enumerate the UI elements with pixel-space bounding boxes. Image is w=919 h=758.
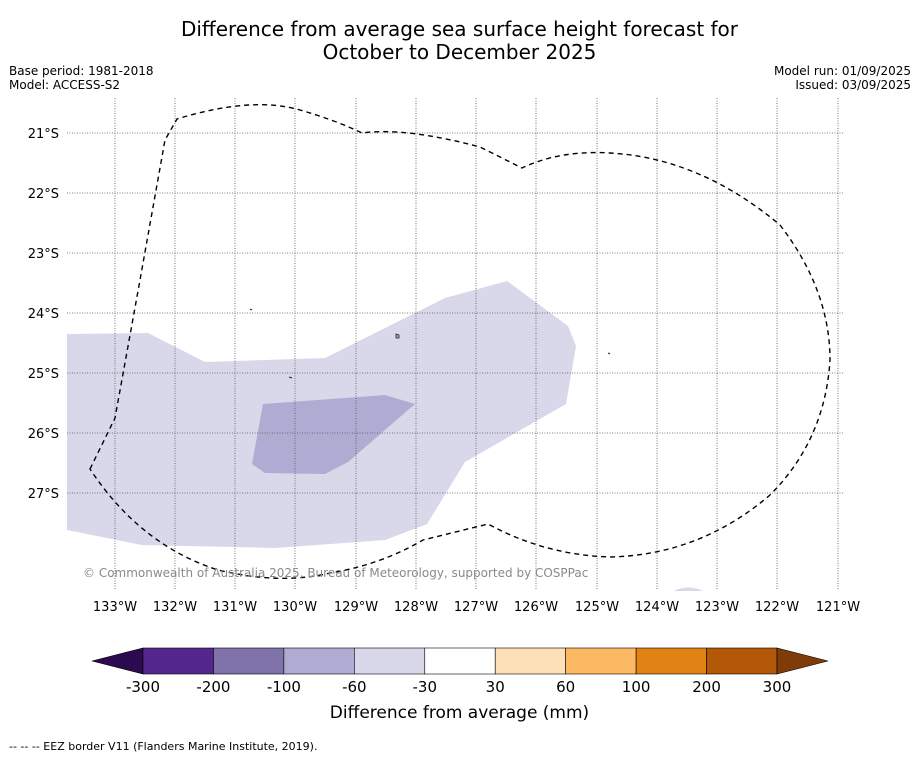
base-period: Base period: 1981-2018 xyxy=(9,64,154,78)
colorbar-segment xyxy=(565,647,637,675)
title-line-2: October to December 2025 xyxy=(322,40,597,64)
colorbar-tick-label: 100 xyxy=(622,678,651,696)
lat-label: 27°S xyxy=(28,487,59,502)
lon-label: 126°W xyxy=(514,600,558,615)
meta-left: Base period: 1981-2018 Model: ACCESS-S2 xyxy=(9,64,154,92)
anomaly-speck xyxy=(674,587,703,591)
meta-right: Model run: 01/09/2025 Issued: 03/09/2025 xyxy=(774,64,911,92)
island-marker xyxy=(288,376,293,379)
lon-label: 122°W xyxy=(755,600,799,615)
map-plot-area: © Commonwealth of Australia 2025, Bureau… xyxy=(67,98,843,591)
title-line-1: Difference from average sea surface heig… xyxy=(180,17,739,41)
lon-label: 121°W xyxy=(816,600,860,615)
colorbar-ticks: -300 -200 -100 -60 -30 30 60 100 200 300 xyxy=(126,678,791,696)
lon-label: 132°W xyxy=(153,600,197,615)
lon-label: 124°W xyxy=(635,600,679,615)
lon-label: 123°W xyxy=(695,600,739,615)
colorbar-tick-label: 60 xyxy=(556,678,575,696)
colorbar-segment xyxy=(142,647,214,675)
colorbar-segment xyxy=(213,647,285,675)
lon-label: 125°W xyxy=(575,600,619,615)
colorbar-segment xyxy=(494,647,566,675)
lon-label: 127°W xyxy=(454,600,498,615)
colorbar-extend-min xyxy=(91,647,144,675)
island-marker xyxy=(395,333,400,339)
issued-date: Issued: 03/09/2025 xyxy=(795,78,911,92)
lat-label: 23°S xyxy=(28,247,59,262)
lon-label: 129°W xyxy=(334,600,378,615)
colorbar: -300 -200 -100 -60 -30 30 60 100 200 300 xyxy=(91,647,829,696)
lon-label: 128°W xyxy=(394,600,438,615)
colorbar-tick-label: -30 xyxy=(413,678,438,696)
eez-border xyxy=(89,104,831,580)
colorbar-segment xyxy=(354,647,426,675)
chart-title: Difference from average sea surface heig… xyxy=(0,18,919,64)
colorbar-tick-label: -100 xyxy=(267,678,301,696)
colorbar-extend-max xyxy=(776,647,829,675)
colorbar-segment xyxy=(424,647,496,675)
colorbar-segments xyxy=(91,647,829,675)
lon-label: 130°W xyxy=(273,600,317,615)
lat-label: 21°S xyxy=(28,127,59,142)
colorbar-tick-label: -200 xyxy=(196,678,230,696)
colorbar-segment xyxy=(706,647,778,675)
colorbar-tick-label: -60 xyxy=(342,678,367,696)
map-panel: © Commonwealth of Australia 2025, Bureau… xyxy=(28,98,860,615)
colorbar-label: Difference from average (mm) xyxy=(329,703,590,723)
model-run: Model run: 01/09/2025 xyxy=(773,64,911,78)
lat-labels: 21°S 22°S 23°S 24°S 25°S 26°S 27°S xyxy=(28,127,59,502)
lat-label: 25°S xyxy=(28,367,59,382)
island-marker xyxy=(249,308,253,311)
colorbar-segment xyxy=(635,647,707,675)
colorbar-tick-label: 300 xyxy=(763,678,792,696)
lon-labels: 133°W 132°W 131°W 130°W 129°W 128°W 127°… xyxy=(93,600,860,615)
lat-label: 26°S xyxy=(28,427,59,442)
lat-label: 22°S xyxy=(28,187,59,202)
copyright-text: © Commonwealth of Australia 2025, Bureau… xyxy=(83,566,588,580)
model-name: Model: ACCESS-S2 xyxy=(9,78,121,92)
lon-label: 131°W xyxy=(213,600,257,615)
colorbar-tick-label: -300 xyxy=(126,678,160,696)
eez-footnote: -- -- -- EEZ border V11 (Flanders Marine… xyxy=(9,740,318,753)
colorbar-tick-label: 30 xyxy=(486,678,505,696)
colorbar-tick-label: 200 xyxy=(692,678,721,696)
graticule xyxy=(67,98,843,590)
island-marker xyxy=(607,352,611,355)
colorbar-segment xyxy=(283,647,355,675)
lon-label: 133°W xyxy=(93,600,137,615)
anomaly-region-medium xyxy=(252,395,415,474)
lat-label: 24°S xyxy=(28,307,59,322)
